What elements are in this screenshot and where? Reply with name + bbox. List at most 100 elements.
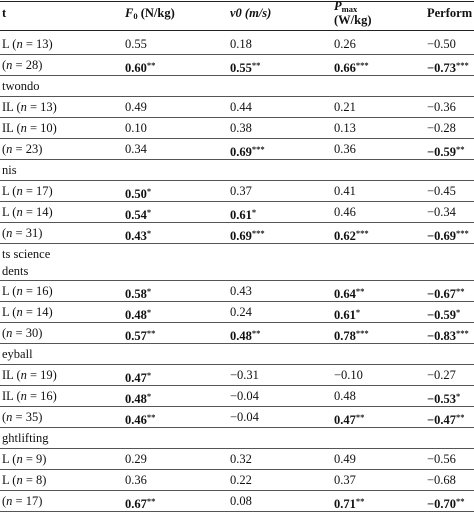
cell-performance-value: −0.28 xyxy=(427,121,456,135)
cell-pmax-value: 0.62 xyxy=(334,229,356,243)
row-group-label: IL (n = 10) xyxy=(2,121,57,135)
cell-pmax-value: −0.10 xyxy=(334,368,363,382)
cell-performance-value: −0.56 xyxy=(427,452,456,466)
cell-f0: 0.43* xyxy=(125,226,151,244)
significance-stars: * xyxy=(146,307,152,317)
cell-v0: 0.69*** xyxy=(230,226,265,244)
cell-pmax-value: 0.36 xyxy=(334,142,356,156)
cell-v0: 0.44 xyxy=(230,100,252,115)
cell-v0: 0.08 xyxy=(230,494,252,509)
significance-stars: * xyxy=(146,391,152,401)
significance-stars: ** xyxy=(251,328,261,338)
cell-v0-value: 0.38 xyxy=(230,121,252,135)
column-header-performance: Perform xyxy=(427,6,473,20)
row-divider xyxy=(0,364,474,365)
table-top-rule xyxy=(0,1,474,2)
row-divider xyxy=(0,117,474,118)
cell-f0-value: 0.50 xyxy=(125,187,147,201)
cell-v0: 0.32 xyxy=(230,452,252,467)
cell-performance-value: −0.45 xyxy=(427,184,456,198)
cell-pmax: 0.21 xyxy=(334,100,356,115)
cell-pmax-value: 0.71 xyxy=(334,497,356,511)
row-group-label: L (n = 17) xyxy=(2,184,53,198)
significance-stars: * xyxy=(146,207,152,217)
row-group-label: (n = 31) xyxy=(2,226,43,240)
cell-performance-value: −0.36 xyxy=(427,100,456,114)
significance-stars: ** xyxy=(251,60,261,70)
significance-stars: *** xyxy=(456,60,469,70)
cell-pmax-value: 0.21 xyxy=(334,100,356,114)
section-label-continued: dents xyxy=(2,264,29,278)
cell-v0: 0.48** xyxy=(230,326,260,344)
cell-f0-value: 0.34 xyxy=(125,142,147,156)
cell-pmax-value: 0.49 xyxy=(334,452,356,466)
cell-performance: −0.53* xyxy=(427,389,460,407)
cell-f0-value: 0.60 xyxy=(125,61,147,75)
row-divider xyxy=(0,322,474,323)
header-rule xyxy=(0,30,474,31)
cell-f0-value: 0.58 xyxy=(125,287,147,301)
cell-pmax: −0.10 xyxy=(334,368,363,383)
significance-stars: *** xyxy=(456,228,469,238)
cell-pmax: 0.47** xyxy=(334,410,364,428)
cell-pmax: 0.26 xyxy=(334,37,356,52)
cell-performance: −0.45 xyxy=(427,184,456,199)
cell-f0: 0.55 xyxy=(125,37,147,52)
cell-performance: −0.70** xyxy=(427,494,465,512)
significance-stars: ** xyxy=(146,496,156,506)
cell-v0: 0.69*** xyxy=(230,142,265,160)
cell-performance-value: −0.59 xyxy=(427,145,456,159)
cell-v0: 0.61* xyxy=(230,205,256,223)
cell-v0: −0.31 xyxy=(230,368,259,383)
cell-pmax-value: 0.47 xyxy=(334,413,356,427)
cell-performance: −0.28 xyxy=(427,121,456,136)
cell-f0-value: 0.48 xyxy=(125,308,147,322)
cell-pmax: 0.37 xyxy=(334,473,356,488)
cell-v0-value: 0.44 xyxy=(230,100,252,114)
significance-stars: * xyxy=(456,307,461,317)
cell-performance: −0.34 xyxy=(427,205,456,220)
cell-v0-value: 0.24 xyxy=(230,305,252,319)
row-group-label: (n = 17) xyxy=(2,494,43,508)
cell-v0-value: −0.31 xyxy=(230,368,259,382)
row-divider xyxy=(0,343,474,344)
cell-f0-value: 0.55 xyxy=(125,37,147,51)
significance-stars: ** xyxy=(456,412,465,422)
pmax-symbol: P xyxy=(334,0,342,13)
cell-v0: 0.22 xyxy=(230,473,252,488)
cell-f0: 0.48* xyxy=(125,305,151,323)
significance-stars: ** xyxy=(456,496,465,506)
significance-stars: *** xyxy=(355,328,369,338)
cell-f0-value: 0.10 xyxy=(125,121,147,135)
cell-pmax-value: 0.26 xyxy=(334,37,356,51)
f0-symbol: F xyxy=(125,6,134,20)
row-divider xyxy=(0,159,474,160)
cell-v0: −0.04 xyxy=(230,389,259,404)
cell-performance: −0.47** xyxy=(427,410,465,428)
cell-pmax: 0.62*** xyxy=(334,226,369,244)
row-divider xyxy=(0,427,474,428)
cell-performance-value: −0.69 xyxy=(427,229,456,243)
significance-stars: * xyxy=(146,370,152,380)
cell-f0: 0.34 xyxy=(125,142,147,157)
cell-v0-value: 0.61 xyxy=(230,208,252,222)
cell-pmax: 0.49 xyxy=(334,452,356,467)
significance-stars: ** xyxy=(146,412,156,422)
cell-pmax-value: 0.64 xyxy=(334,287,356,301)
cell-performance-value: −0.59 xyxy=(427,308,456,322)
cell-v0-value: 0.32 xyxy=(230,452,252,466)
significance-stars: ** xyxy=(146,60,156,70)
cell-performance: −0.59* xyxy=(427,305,460,323)
f0-unit: (N/kg) xyxy=(137,6,175,20)
cell-performance-value: −0.73 xyxy=(427,61,456,75)
row-group-label: L (n = 8) xyxy=(2,473,47,487)
cell-v0: 0.55** xyxy=(230,58,260,76)
cell-performance-value: −0.47 xyxy=(427,413,456,427)
cell-v0: 0.24 xyxy=(230,305,252,320)
cell-v0-value: 0.08 xyxy=(230,494,252,508)
column-header-group: t xyxy=(2,6,7,20)
column-header-pmax: Pmax xyxy=(334,0,357,16)
row-group-label: L (n = 16) xyxy=(2,284,53,298)
row-divider xyxy=(0,96,474,97)
cell-f0: 0.10 xyxy=(125,121,147,136)
